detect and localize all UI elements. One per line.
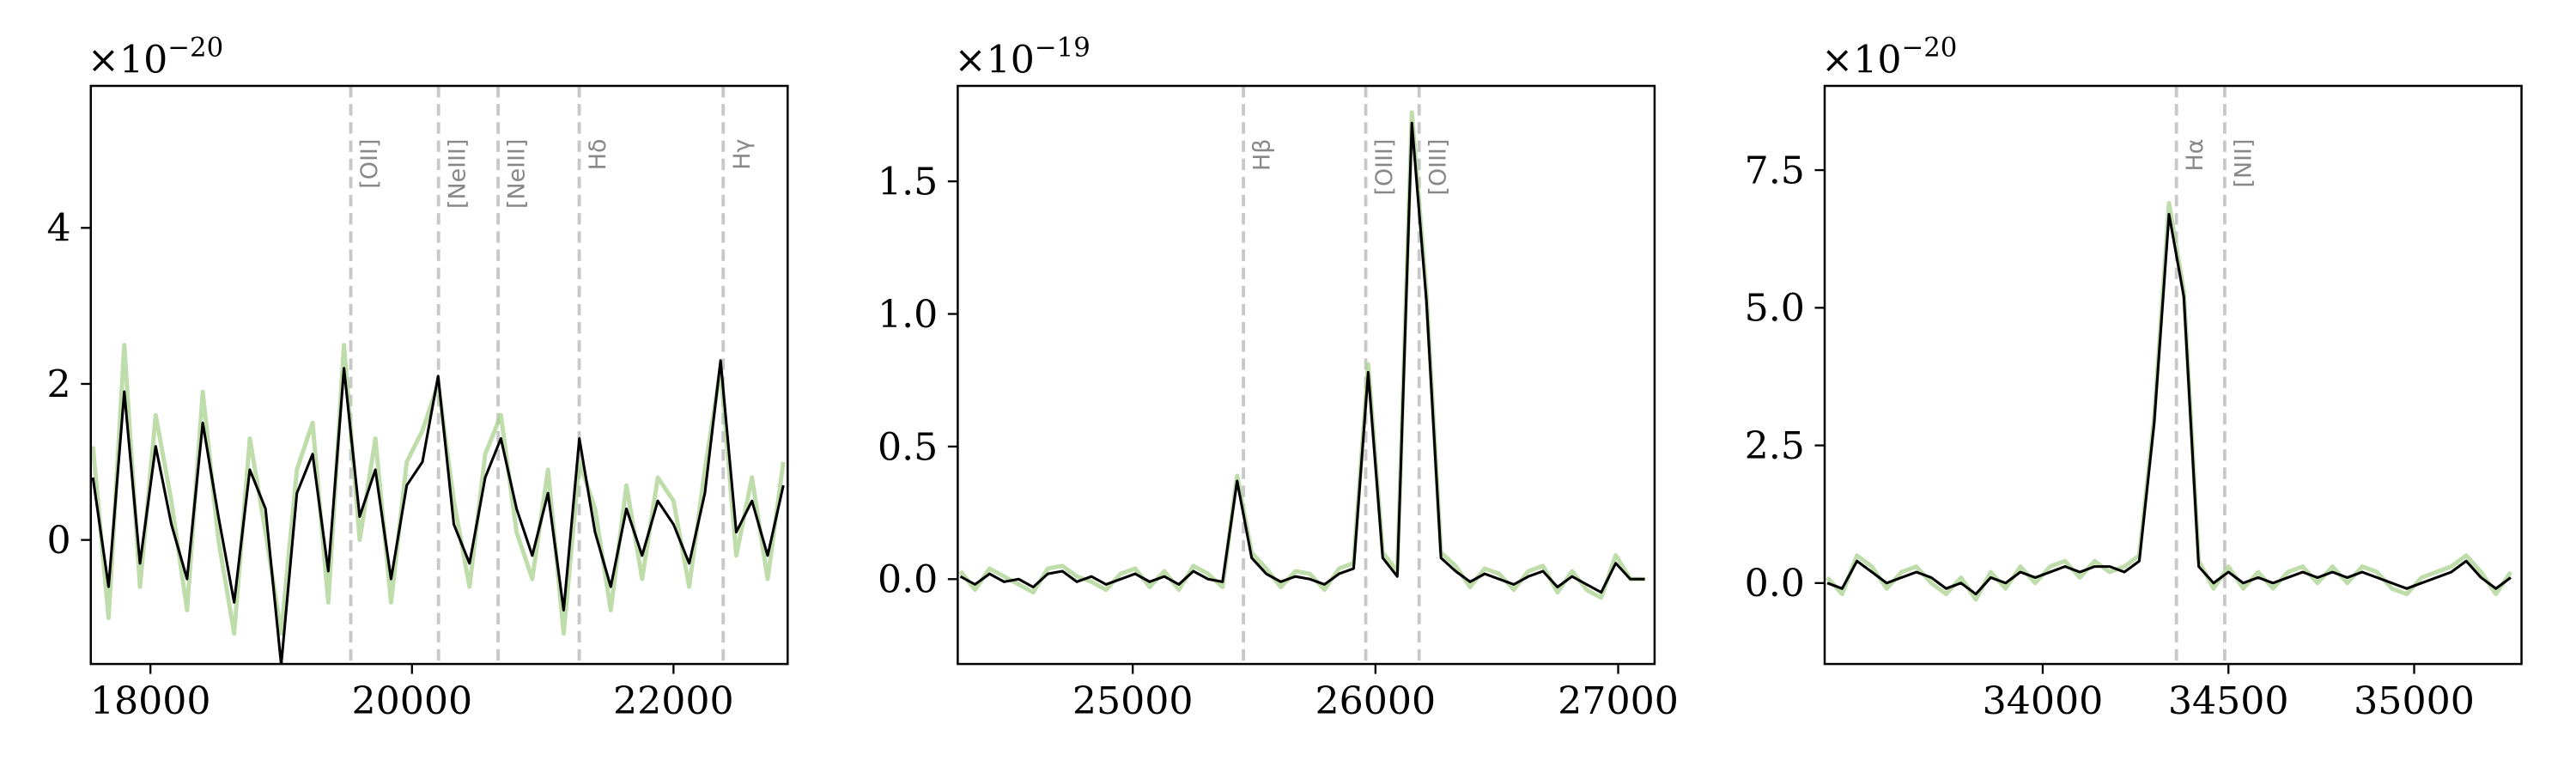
y-tick-label: 2.5 (1745, 424, 1805, 468)
line-label: Hα (2182, 139, 2208, 172)
x-tick-label: 20000 (351, 679, 472, 723)
offset-text: ×10−19 (955, 32, 1091, 82)
y-tick-label: 2 (47, 362, 71, 406)
line-label: [OIII] (1371, 139, 1398, 196)
x-tick-label: 22000 (613, 679, 734, 723)
offset-base: ×10 (88, 39, 167, 82)
x-tick-label: 34000 (1983, 679, 2104, 723)
line-label: [NeIII] (504, 139, 531, 209)
spectrum-line (1826, 212, 2512, 596)
axes-frame (89, 84, 789, 666)
offset-base: ×10 (955, 39, 1035, 82)
panel: [OII] [NeIII] [NeIII] Hδ Hγ 18000 20000 22000 0 2… (47, 32, 789, 723)
line-label: Hβ (1249, 139, 1276, 171)
y-tick-label: 1.0 (878, 293, 938, 337)
spectrum-line (91, 359, 785, 665)
line-label: Hδ (585, 139, 611, 171)
y-tick-label: 5.0 (1745, 287, 1805, 331)
axes-frame (1823, 84, 2523, 666)
offset-base: ×10 (1821, 39, 1901, 82)
x-tick-label: 35000 (2354, 679, 2475, 723)
offset-text: ×10−20 (88, 32, 223, 82)
y-tick-label: 7.5 (1745, 149, 1805, 192)
y-tick-label: 0.0 (878, 558, 938, 602)
line-label: [NeIII] (444, 139, 471, 209)
x-tick-label: 34500 (2168, 679, 2289, 723)
offset-exponent: −19 (1035, 32, 1091, 63)
offset-text: ×10−20 (1821, 32, 1957, 82)
x-tick-label: 26000 (1315, 679, 1437, 723)
offset-exponent: −20 (167, 32, 223, 63)
y-tick-label: 0.5 (878, 425, 938, 469)
error-line (1826, 201, 2513, 602)
error-line (958, 110, 1645, 600)
offset-exponent: −20 (1901, 32, 1957, 63)
x-tick-label: 18000 (90, 679, 211, 723)
y-tick-label: 0 (47, 519, 71, 563)
y-tick-label: 1.5 (878, 161, 938, 204)
line-label: Hγ (729, 138, 756, 169)
line-label: [OII] (356, 139, 383, 189)
spectrum-line (959, 121, 1645, 594)
panel: Hα [NII] 34000 34500 35000 0.0 2.5 5.0 7.5 ×10−20 (1745, 32, 2523, 723)
x-tick-label: 27000 (1558, 679, 1679, 723)
panel: Hβ [OIII] [OIII] 25000 26000 27000 0.0 0.5 1.0 1.… (878, 32, 1679, 722)
line-label: [OIII] (1425, 139, 1451, 196)
x-tick-label: 25000 (1072, 679, 1194, 723)
y-tick-label: 4 (47, 207, 71, 251)
y-tick-label: 0.0 (1745, 562, 1805, 606)
axes-frame (957, 84, 1656, 666)
line-label: [NII] (2230, 139, 2257, 188)
